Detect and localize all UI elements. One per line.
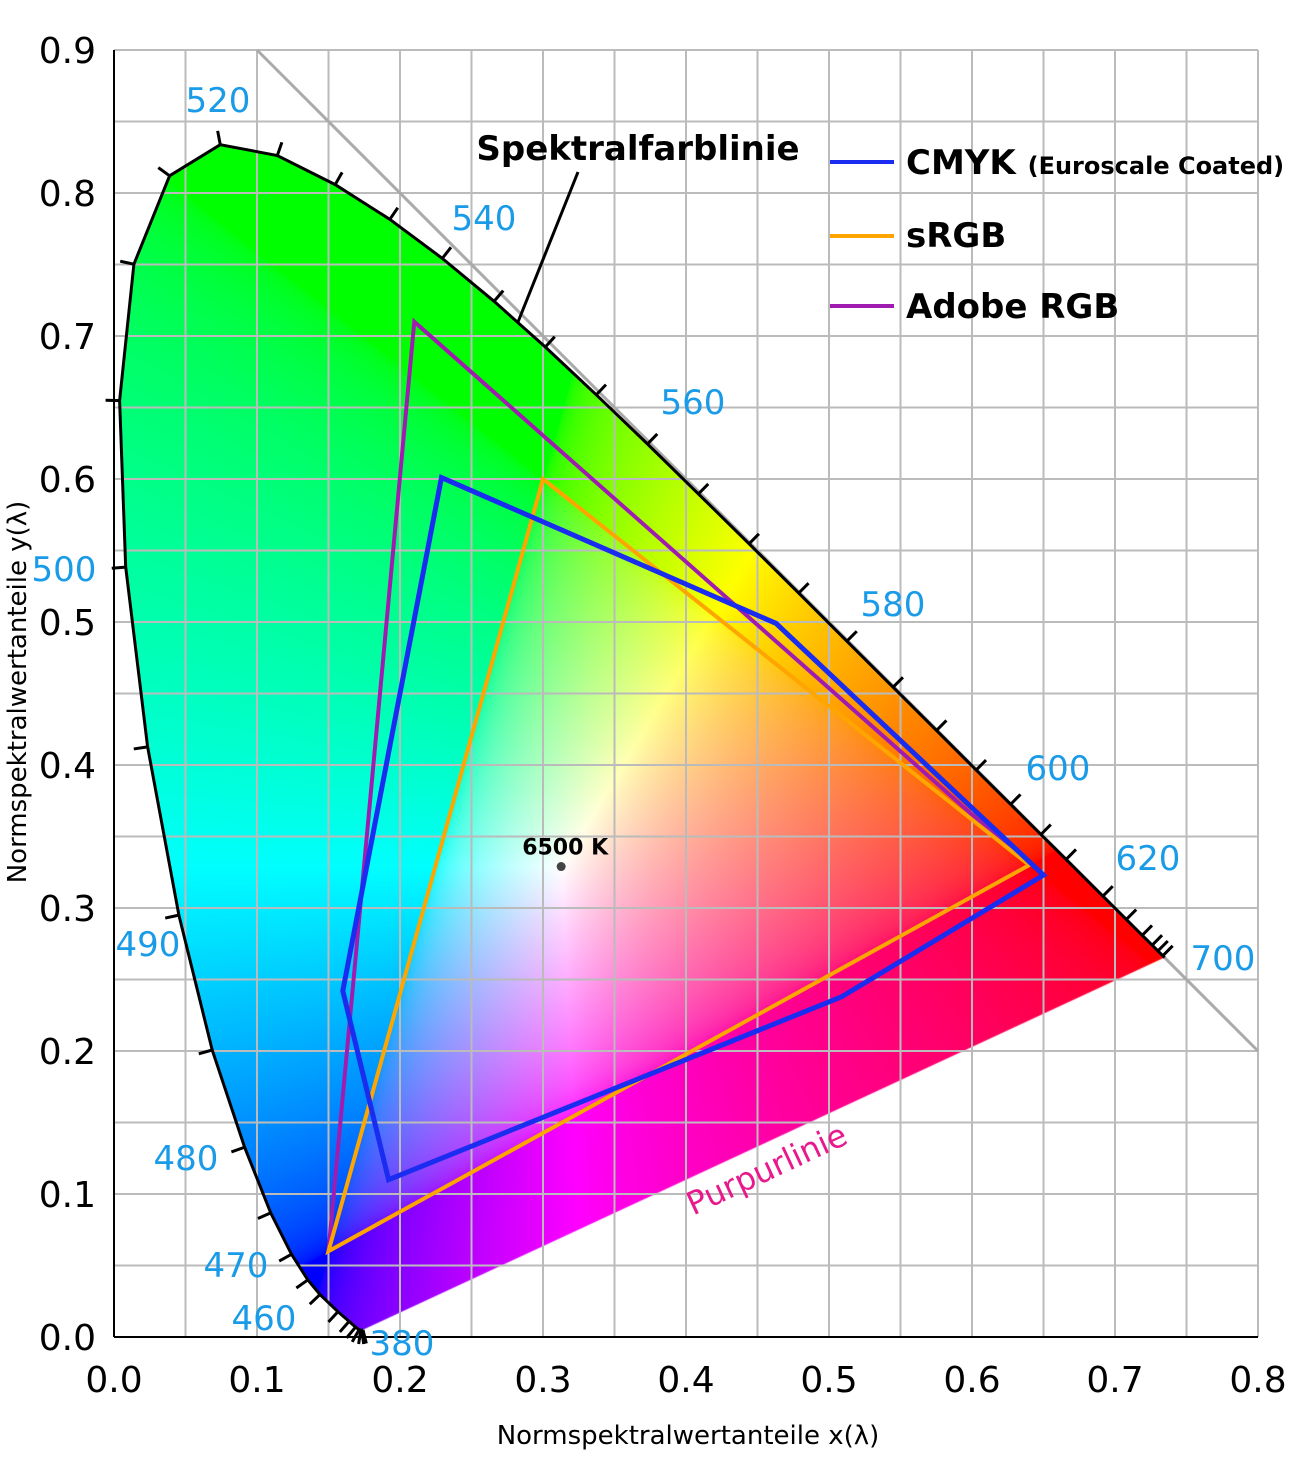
x-tick-label: 0.4 [657,1360,714,1401]
y-tick-label: 0.5 [39,603,96,644]
wavelength-tick [544,335,556,349]
adobe-rgb-gamut [326,317,1033,1255]
wavelength-tick [388,206,400,221]
wavelength-tick [111,565,126,570]
wavelength-label: 600 [1026,749,1091,789]
wavelength-tick [492,289,505,303]
white-point-label: 6500 K [522,836,609,861]
wavelength-tick [327,1310,340,1324]
wavelength-tick [308,1293,321,1306]
wavelength-tick [747,532,760,545]
wavelength-tick [1156,939,1169,952]
wavelength-tick [975,759,988,772]
wavelength-tick [357,1329,363,1345]
wavelength-tick [230,1145,246,1154]
x-tick-label: 0.0 [85,1360,142,1401]
spectral-locus-label: Spektralfarblinie [476,129,799,169]
y-tick-label: 0.7 [39,317,96,358]
y-tick-label: 0.0 [39,1318,96,1359]
legend-label-cmyk: CMYK (Euroscale Coated) [906,143,1284,183]
y-tick-label: 0.8 [39,174,96,215]
wavelength-tick [1161,944,1174,957]
wavelength-tick [797,582,810,595]
x-tick-label: 0.8 [1229,1360,1286,1401]
wavelength-tick [198,1048,213,1056]
y-axis-title: Normspektralwertanteile y(λ) [3,501,33,884]
legend-label-adobe-rgb: Adobe RGB [906,287,1119,327]
spectral-locus-line [118,143,1166,1332]
wavelength-tick [295,1278,309,1290]
purple-line-label: Purpurlinie [681,1116,853,1223]
spectral-locus-pointer [516,171,580,323]
wavelength-tick [646,432,659,446]
wavelength-label: 460 [232,1299,297,1339]
x-tick-label: 0.3 [514,1360,571,1401]
y-tick-label: 0.1 [39,1175,96,1216]
wavelength-label: 700 [1191,939,1256,979]
y-tick-label: 0.6 [39,460,96,501]
wavelength-tick [1101,885,1114,898]
x-axis-title: Normspektralwertanteile x(λ) [497,1421,880,1451]
wavelength-tick [157,166,171,178]
y-tick-label: 0.9 [39,31,96,72]
x-tick-label: 0.5 [800,1360,857,1401]
legend-label-srgb: sRGB [906,216,1006,256]
wavelength-label: 380 [370,1324,435,1364]
wavelength-label: 520 [186,81,251,121]
wavelength-tick [1065,848,1078,861]
wavelength-tick [164,913,180,920]
x-tick-label: 0.7 [1086,1360,1143,1401]
legend: CMYK (Euroscale Coated) sRGB Adobe RGB [830,143,1284,327]
wavelength-tick [350,1328,361,1343]
wavelength-tick [1141,924,1154,937]
wavelength-label: 560 [661,383,726,423]
wavelength-label: 580 [861,585,926,625]
wavelength-tick [1125,908,1138,921]
x-tick-label: 0.2 [371,1360,428,1401]
wavelength-label: 480 [154,1139,219,1179]
x-tick-label: 0.1 [228,1360,285,1401]
wavelength-tick [697,482,710,495]
y-tick-label: 0.2 [39,1032,96,1073]
wavelength-label: 500 [32,550,97,590]
wavelength-tick [216,130,222,145]
wavelength-tick [133,745,148,751]
wavelength-tick [257,1211,272,1220]
x-tick-label: 0.6 [943,1360,1000,1401]
wavelength-tick [119,259,135,266]
wavelength-tick [845,630,858,643]
wavelength-label: 620 [1116,839,1181,879]
wavelength-tick [333,171,344,186]
wavelength-tick [1009,793,1022,806]
wavelength-tick [1039,823,1052,836]
wavelength-tick [275,141,284,157]
wavelength-label: 470 [204,1246,269,1286]
wavelength-tick [360,1329,366,1345]
wavelength-tick [935,719,948,732]
white-point-marker [556,862,566,872]
wavelength-label: 540 [452,199,517,239]
wavelength-tick [345,1326,357,1339]
wavelength-tick [441,246,453,260]
cmyk-gamut [340,474,1048,1184]
grid: 0.0 0.1 0.2 0.3 0.4 0.5 0.6 0.7 0.8 0.0 0.1 0.2 0.3 0… [39,31,1287,1401]
chart-overlay: 6500 K 520 540 560 580 600 620 700 500 490 480 470 4… [32,81,1256,1364]
wavelength-tick [1151,934,1164,947]
srgb-gamut [325,475,1033,1256]
wavelength-label: 490 [116,925,181,965]
wavelength-tick [595,383,608,396]
y-tick-label: 0.3 [39,889,96,930]
wavelength-tick [338,1320,351,1333]
wavelength-tick [892,676,905,689]
wavelength-tick [278,1253,293,1263]
y-tick-label: 0.4 [39,746,96,787]
